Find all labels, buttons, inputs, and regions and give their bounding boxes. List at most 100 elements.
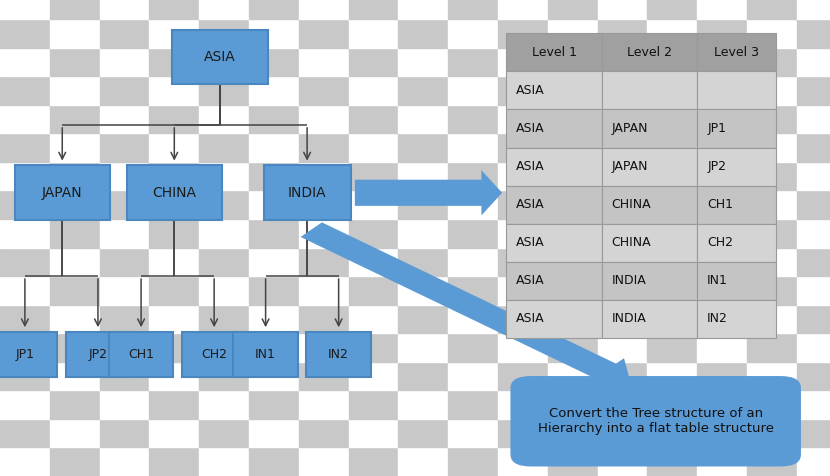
- Bar: [697, 186, 776, 224]
- Bar: [0, 248, 50, 276]
- Bar: [647, 362, 697, 390]
- Bar: [697, 219, 747, 248]
- Bar: [398, 133, 448, 162]
- Bar: [100, 333, 149, 362]
- Bar: [797, 276, 830, 305]
- Bar: [747, 105, 797, 133]
- Bar: [602, 262, 697, 300]
- Bar: [797, 162, 830, 190]
- Bar: [398, 219, 448, 248]
- Bar: [797, 105, 830, 133]
- Text: JAPAN: JAPAN: [612, 160, 648, 173]
- Bar: [249, 248, 299, 276]
- Bar: [398, 48, 448, 76]
- Bar: [249, 447, 299, 476]
- Bar: [0, 276, 50, 305]
- Text: JP1: JP1: [707, 122, 726, 135]
- Bar: [149, 162, 199, 190]
- Bar: [299, 333, 349, 362]
- Bar: [747, 19, 797, 48]
- Bar: [199, 105, 249, 133]
- Bar: [747, 305, 797, 333]
- Bar: [598, 48, 647, 76]
- Bar: [548, 105, 598, 133]
- Text: ASIA: ASIA: [516, 84, 544, 97]
- Text: JAPAN: JAPAN: [612, 122, 648, 135]
- Bar: [747, 190, 797, 219]
- Bar: [598, 162, 647, 190]
- Bar: [149, 190, 199, 219]
- Bar: [506, 262, 602, 300]
- Bar: [398, 162, 448, 190]
- Bar: [506, 109, 602, 148]
- Bar: [797, 19, 830, 48]
- Bar: [602, 300, 697, 338]
- Text: Level 3: Level 3: [714, 46, 759, 59]
- Bar: [398, 248, 448, 276]
- Bar: [602, 186, 697, 224]
- Bar: [249, 76, 299, 105]
- Text: ASIA: ASIA: [516, 122, 544, 135]
- Bar: [448, 248, 498, 276]
- Text: CH1: CH1: [707, 198, 733, 211]
- Bar: [349, 76, 398, 105]
- Bar: [498, 305, 548, 333]
- Bar: [299, 276, 349, 305]
- Bar: [249, 162, 299, 190]
- Bar: [398, 105, 448, 133]
- Bar: [299, 447, 349, 476]
- Bar: [50, 190, 100, 219]
- Bar: [199, 333, 249, 362]
- Bar: [647, 219, 697, 248]
- Bar: [448, 419, 498, 447]
- Bar: [448, 105, 498, 133]
- FancyBboxPatch shape: [14, 166, 110, 220]
- Bar: [448, 362, 498, 390]
- Bar: [697, 190, 747, 219]
- Bar: [398, 190, 448, 219]
- Bar: [100, 305, 149, 333]
- Bar: [0, 162, 50, 190]
- Bar: [506, 148, 602, 186]
- Bar: [548, 0, 598, 19]
- Bar: [548, 362, 598, 390]
- Bar: [149, 362, 199, 390]
- Text: IN2: IN2: [707, 312, 728, 326]
- Bar: [697, 305, 747, 333]
- Bar: [100, 447, 149, 476]
- Bar: [548, 419, 598, 447]
- Bar: [602, 224, 697, 262]
- Text: ASIA: ASIA: [204, 50, 236, 64]
- Bar: [349, 190, 398, 219]
- Bar: [299, 0, 349, 19]
- Bar: [299, 76, 349, 105]
- Bar: [349, 19, 398, 48]
- Bar: [299, 362, 349, 390]
- Text: Level 1: Level 1: [531, 46, 577, 59]
- Bar: [747, 219, 797, 248]
- Bar: [100, 362, 149, 390]
- Bar: [498, 76, 548, 105]
- Bar: [448, 305, 498, 333]
- Bar: [0, 305, 50, 333]
- Bar: [249, 419, 299, 447]
- Bar: [548, 162, 598, 190]
- Bar: [0, 0, 50, 19]
- Bar: [697, 262, 776, 300]
- Bar: [199, 162, 249, 190]
- Bar: [548, 276, 598, 305]
- Bar: [747, 390, 797, 419]
- Bar: [548, 219, 598, 248]
- FancyBboxPatch shape: [126, 166, 222, 220]
- Bar: [697, 109, 776, 148]
- Bar: [647, 190, 697, 219]
- Bar: [50, 305, 100, 333]
- Bar: [149, 133, 199, 162]
- FancyBboxPatch shape: [306, 332, 371, 377]
- Bar: [697, 162, 747, 190]
- Bar: [797, 48, 830, 76]
- Bar: [349, 48, 398, 76]
- Bar: [299, 190, 349, 219]
- Bar: [349, 0, 398, 19]
- Bar: [199, 447, 249, 476]
